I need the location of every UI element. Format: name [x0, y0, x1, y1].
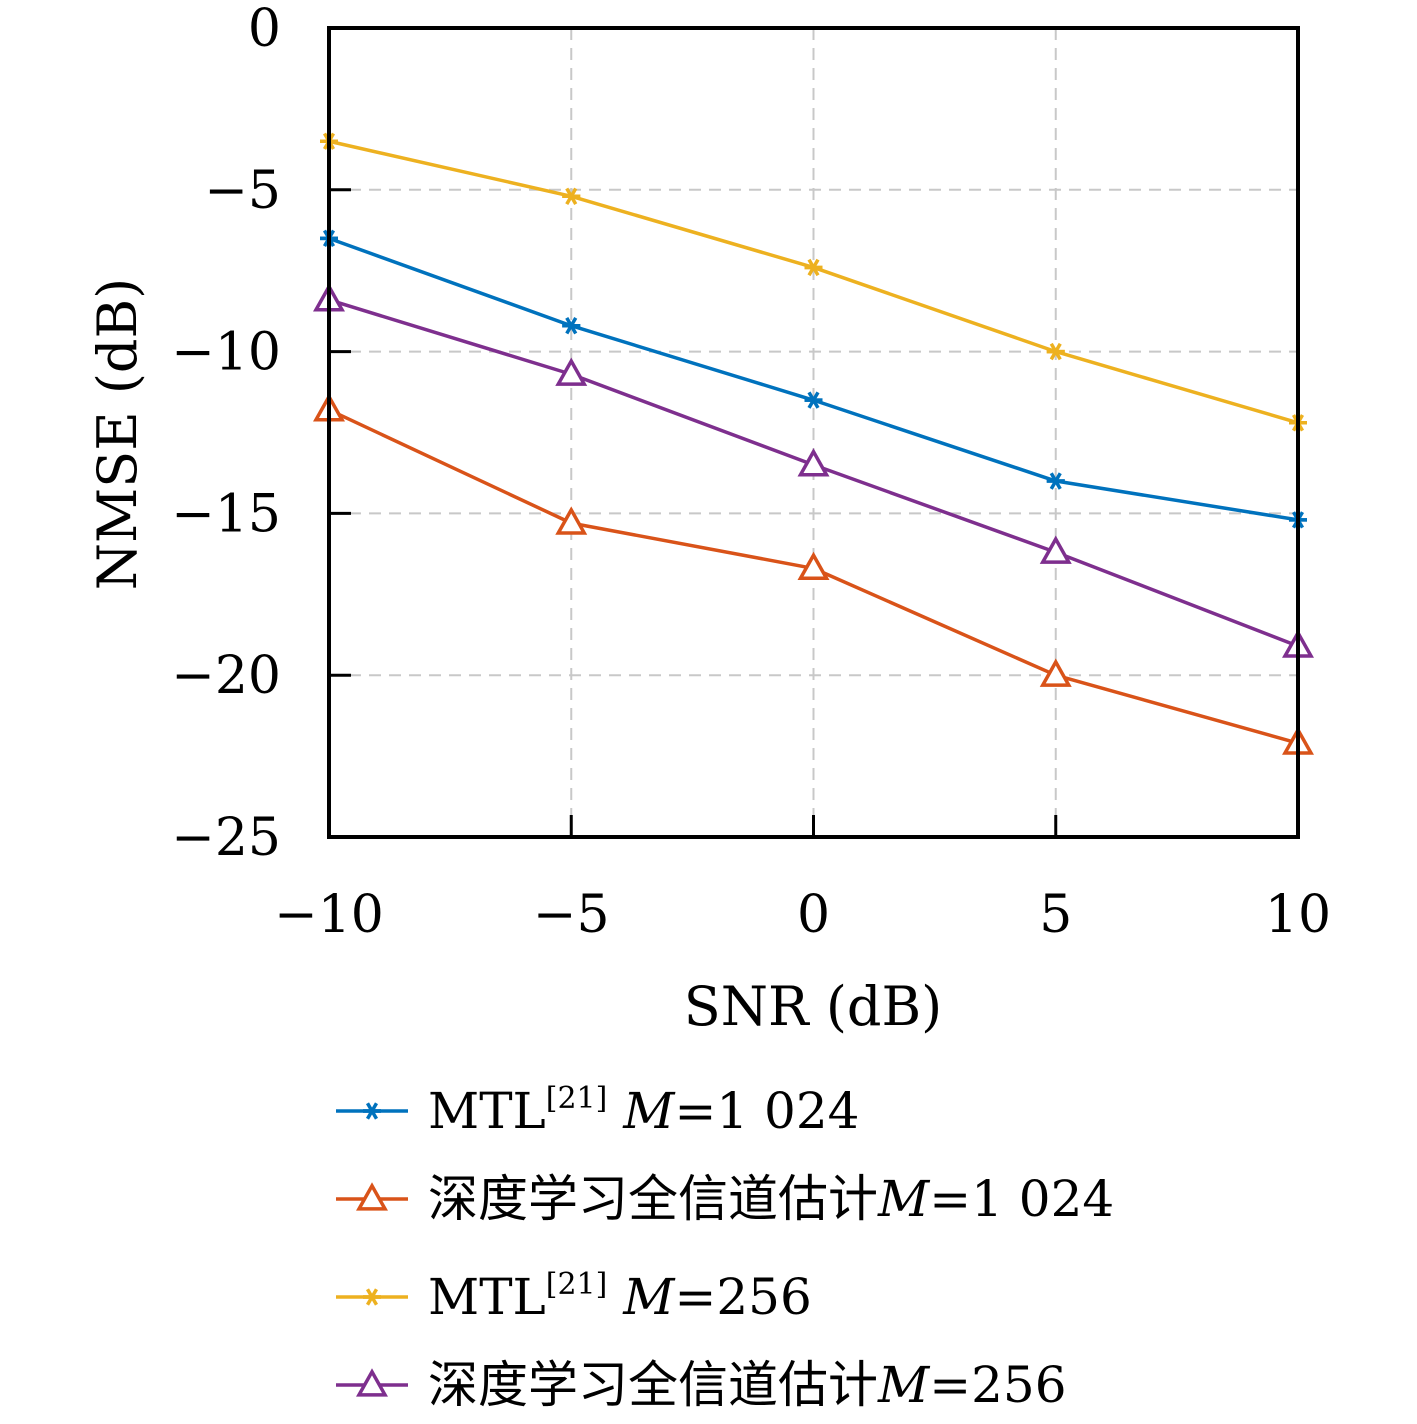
- y-axis-label: NMSE (dB): [86, 278, 149, 591]
- legend-label-space: [607, 1268, 623, 1326]
- y-tick-label: −10: [171, 323, 281, 383]
- legend-label-value: =256: [929, 1356, 1066, 1414]
- legend-label-value: =1 024: [674, 1082, 859, 1140]
- asterisk-marker: [363, 1102, 381, 1120]
- legend-label-variable: M: [622, 1268, 676, 1326]
- x-tick-label: −10: [274, 885, 384, 945]
- triangle-marker: [1039, 535, 1072, 564]
- legend-item-4: 深度学习全信道估计M=256: [336, 1356, 1067, 1414]
- legend-label-prefix: 深度学习全信道估计: [428, 1170, 878, 1228]
- legend-item-1: MTL[21] M=1 024: [336, 1081, 860, 1140]
- triangle-marker: [797, 551, 830, 581]
- x-tick-label: 0: [797, 885, 830, 945]
- axis-ticks: −10 −5 0 5 10 0 −5 −10 −15 −20 −25: [171, 0, 1331, 945]
- x-axis-label: SNR (dB): [684, 975, 942, 1038]
- legend-label: 深度学习全信道估计M=1 024: [428, 1170, 1114, 1228]
- triangle-marker: [555, 506, 588, 535]
- asterisk-marker: [1046, 472, 1065, 490]
- y-tick-label: −15: [171, 484, 281, 544]
- series-layer: [313, 132, 1314, 755]
- series-line-3: [328, 139, 1299, 425]
- legend-label-variable: M: [877, 1356, 931, 1414]
- legend-label-variable: M: [877, 1170, 931, 1228]
- triangle-marker: [1039, 658, 1072, 687]
- legend-label-citation: [21]: [546, 1081, 608, 1116]
- legend-label: MTL[21] M=1 024: [428, 1081, 860, 1140]
- asterisk-marker: [804, 258, 823, 277]
- legend-label-variable: M: [622, 1082, 676, 1140]
- triangle-marker: [356, 1368, 388, 1397]
- triangle-marker: [356, 1182, 388, 1211]
- asterisk-marker: [562, 187, 581, 205]
- asterisk-marker: [363, 1288, 381, 1306]
- legend-label: MTL[21] M=256: [428, 1267, 812, 1326]
- asterisk-marker: [804, 391, 823, 409]
- triangle-marker: [797, 448, 830, 477]
- grid-lines: [329, 28, 1298, 837]
- legend-label-value: =1 024: [929, 1170, 1114, 1228]
- legend-label-citation: [21]: [546, 1267, 608, 1302]
- asterisk-marker: [1046, 342, 1065, 361]
- y-tick-label: −5: [204, 161, 281, 221]
- x-tick-label: 5: [1039, 885, 1072, 945]
- triangle-marker: [555, 357, 588, 386]
- asterisk-marker: [562, 317, 581, 335]
- x-tick-label: −5: [533, 885, 610, 945]
- legend-item-2: 深度学习全信道估计M=1 024: [336, 1170, 1114, 1228]
- y-tick-label: 0: [248, 0, 281, 59]
- legend-label-value: =256: [674, 1268, 811, 1326]
- legend-label-prefix: MTL: [428, 1268, 546, 1326]
- legend-label-prefix: 深度学习全信道估计: [428, 1356, 878, 1414]
- x-tick-label: 10: [1265, 885, 1331, 945]
- legend-label-space: [607, 1082, 623, 1140]
- legend-label: 深度学习全信道估计M=256: [428, 1356, 1067, 1414]
- y-tick-label: −20: [171, 646, 281, 706]
- legend-item-3: MTL[21] M=256: [336, 1267, 812, 1326]
- legend-label-prefix: MTL: [428, 1082, 546, 1140]
- y-tick-label: −25: [171, 808, 281, 868]
